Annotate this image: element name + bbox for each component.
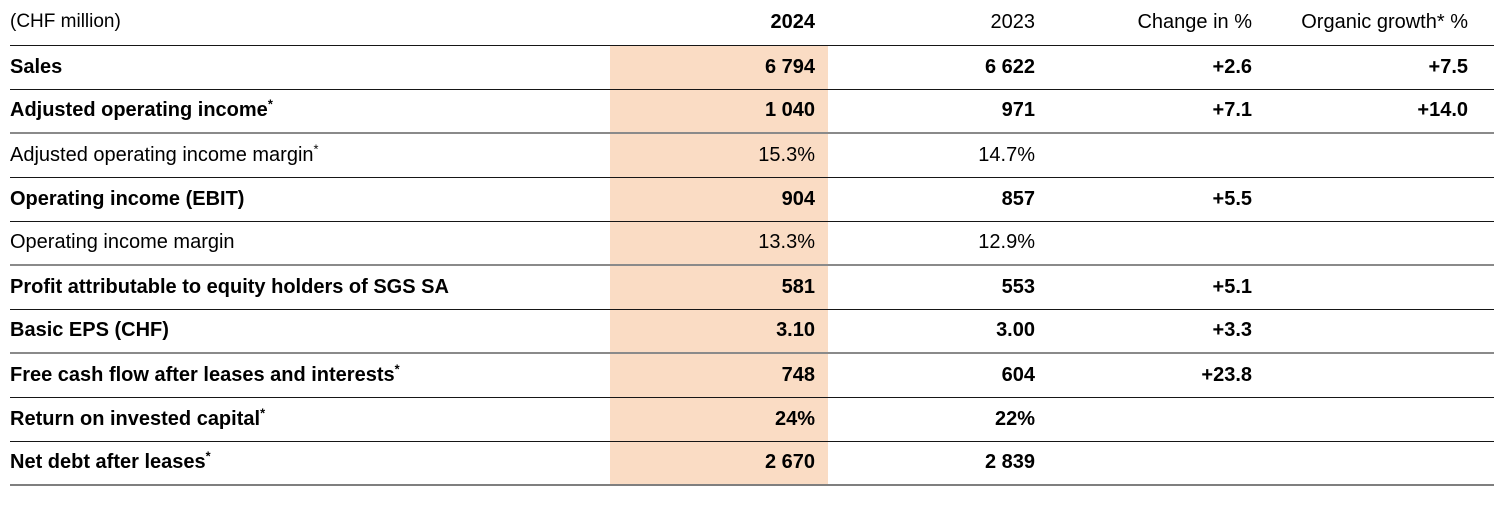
column-header-change: Change in %	[1048, 0, 1265, 46]
value-2023: 857	[828, 177, 1048, 222]
value-change-percent	[1048, 397, 1265, 442]
value-2024: 15.3%	[610, 133, 828, 178]
table-row: Adjusted operating income margin* 15.3% 14…	[10, 133, 1494, 178]
row-label: Net debt after leases*	[10, 441, 610, 486]
value-2023: 12.9%	[828, 221, 1048, 266]
value-2023: 604	[828, 353, 1048, 398]
value-change-percent: +5.1	[1048, 265, 1265, 310]
footnote-asterisk: *	[394, 361, 400, 377]
value-change-percent: +2.6	[1048, 45, 1265, 90]
row-label-text: Adjusted operating income margin	[10, 143, 314, 166]
unit-label: (CHF million)	[10, 0, 610, 46]
value-organic-growth-percent	[1265, 265, 1494, 310]
value-change-percent	[1048, 221, 1265, 266]
row-label-text: Profit attributable to equity holders of…	[10, 275, 449, 298]
value-change-percent: +23.8	[1048, 353, 1265, 398]
value-2024: 24%	[610, 397, 828, 442]
row-label: Adjusted operating income margin*	[10, 133, 610, 178]
row-label-text: Net debt after leases	[10, 451, 206, 474]
value-2023: 14.7%	[828, 133, 1048, 178]
footnote-asterisk: *	[260, 404, 266, 420]
value-2023: 22%	[828, 397, 1048, 442]
financial-highlights-table: (CHF million) 2024 2023 Change in % Orga…	[10, 0, 1494, 486]
value-2024: 13.3%	[610, 221, 828, 266]
value-2023: 2 839	[828, 441, 1048, 486]
value-organic-growth-percent	[1265, 353, 1494, 398]
value-organic-growth-percent: +7.5	[1265, 45, 1494, 90]
value-organic-growth-percent	[1265, 309, 1494, 354]
column-header-2023: 2023	[828, 0, 1048, 46]
table-row: Return on invested capital* 24% 22%	[10, 397, 1494, 442]
row-label: Basic EPS (CHF)	[10, 309, 610, 354]
column-header-2024: 2024	[610, 0, 828, 46]
table-header-row: (CHF million) 2024 2023 Change in % Orga…	[10, 0, 1494, 46]
table-row: Profit attributable to equity holders of…	[10, 265, 1494, 310]
row-label-text: Operating income margin	[10, 231, 235, 254]
row-label: Adjusted operating income*	[10, 89, 610, 134]
value-organic-growth-percent	[1265, 221, 1494, 266]
value-2024: 2 670	[610, 441, 828, 486]
table-row: Basic EPS (CHF) 3.10 3.00 +3.3	[10, 309, 1494, 354]
value-organic-growth-percent	[1265, 177, 1494, 222]
value-organic-growth-percent	[1265, 397, 1494, 442]
value-change-percent: +7.1	[1048, 89, 1265, 134]
value-2023: 3.00	[828, 309, 1048, 354]
table-row: Free cash flow after leases and interest…	[10, 353, 1494, 398]
value-change-percent	[1048, 133, 1265, 178]
row-label: Operating income margin	[10, 221, 610, 266]
financial-highlights-page: (CHF million) 2024 2023 Change in % Orga…	[10, 0, 1494, 486]
value-2023: 971	[828, 89, 1048, 134]
footnote-asterisk: *	[267, 96, 273, 112]
row-label: Sales	[10, 45, 610, 90]
row-label-text: Sales	[10, 55, 63, 78]
row-label: Free cash flow after leases and interest…	[10, 353, 610, 398]
row-label-text: Basic EPS (CHF)	[10, 319, 169, 342]
column-header-organic-growth: Organic growth* %	[1265, 0, 1494, 46]
value-2023: 553	[828, 265, 1048, 310]
value-2024: 3.10	[610, 309, 828, 354]
row-label: Return on invested capital*	[10, 397, 610, 442]
value-2024: 581	[610, 265, 828, 310]
value-2024: 748	[610, 353, 828, 398]
row-label-text: Adjusted operating income	[10, 99, 268, 122]
value-change-percent: +5.5	[1048, 177, 1265, 222]
row-label-text: Free cash flow after leases and interest…	[10, 363, 395, 386]
row-label-text: Return on invested capital	[10, 407, 261, 430]
value-organic-growth-percent	[1265, 441, 1494, 486]
footnote-asterisk: *	[313, 141, 319, 157]
table-row: Adjusted operating income* 1 040 971 +7.1 +1…	[10, 89, 1494, 134]
value-change-percent	[1048, 441, 1265, 486]
value-organic-growth-percent	[1265, 133, 1494, 178]
table-row: Net debt after leases* 2 670 2 839	[10, 441, 1494, 486]
value-organic-growth-percent: +14.0	[1265, 89, 1494, 134]
value-2023: 6 622	[828, 45, 1048, 90]
value-2024: 6 794	[610, 45, 828, 90]
value-2024: 1 040	[610, 89, 828, 134]
row-label: Profit attributable to equity holders of…	[10, 265, 610, 310]
row-label: Operating income (EBIT)	[10, 177, 610, 222]
row-label-text: Operating income (EBIT)	[10, 187, 245, 210]
table-row: Operating income (EBIT) 904 857 +5.5	[10, 177, 1494, 222]
value-2024: 904	[610, 177, 828, 222]
value-change-percent: +3.3	[1048, 309, 1265, 354]
footnote-asterisk: *	[205, 448, 211, 464]
table-row: Sales 6 794 6 622 +2.6 +7.5	[10, 45, 1494, 90]
table-row: Operating income margin 13.3% 12.9%	[10, 221, 1494, 266]
